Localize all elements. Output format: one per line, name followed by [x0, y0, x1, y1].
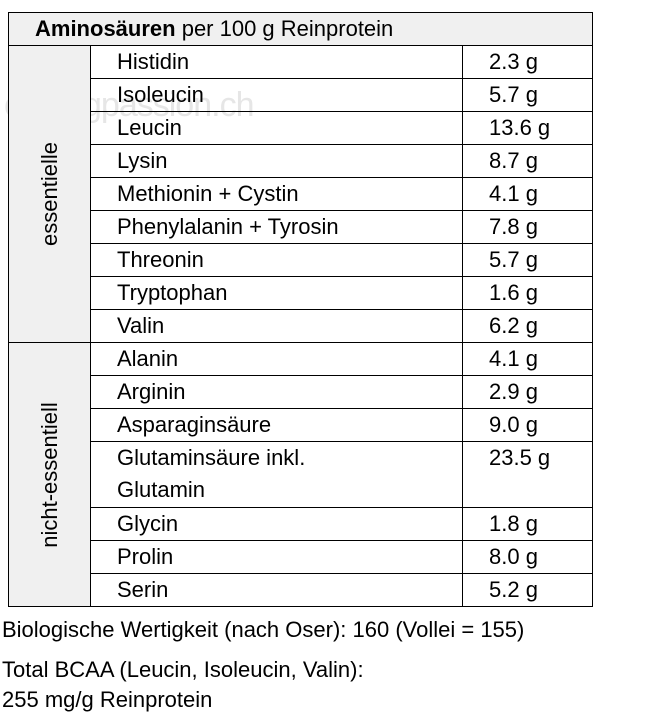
bcaa-note-line2: 255 mg/g Reinprotein — [2, 687, 213, 712]
group-nonessential: nicht-essentiell — [8, 342, 91, 607]
table-header-row: Aminosäuren per 100 g Reinprotein — [7, 12, 594, 46]
group-essential: essentielle — [8, 45, 91, 343]
amino-value: 6.2 g — [461, 309, 594, 343]
amino-name: Threonin — [90, 243, 463, 277]
amino-name: Leucin — [90, 111, 463, 145]
amino-name: Prolin — [90, 540, 463, 574]
table-row: Leucin 13.6 g — [9, 111, 594, 145]
table-row: nicht-essentiell Alanin 4.1 g — [8, 342, 594, 607]
amino-name: Alanin — [90, 342, 463, 376]
table-row: Serin 5.2 g — [9, 573, 594, 607]
amino-value: 2.9 g — [461, 375, 594, 409]
table-row: Prolin 8.0 g — [9, 540, 594, 574]
amino-value: 1.8 g — [461, 507, 594, 541]
amino-value: 7.8 g — [461, 210, 594, 244]
amino-name: Isoleucin — [90, 78, 463, 112]
amino-name: Glutaminsäure inkl. Glutamin — [90, 441, 463, 508]
amino-acid-table: Aminosäuren per 100 g Reinprotein essent… — [7, 12, 594, 607]
table-row: Threonin 5.7 g — [9, 243, 594, 277]
amino-name: Methionin + Cystin — [90, 177, 463, 211]
amino-name: Tryptophan — [90, 276, 463, 310]
amino-name: Asparaginsäure — [90, 408, 463, 442]
amino-name: Arginin — [90, 375, 463, 409]
amino-value: 4.1 g — [461, 342, 594, 376]
amino-value: 5.7 g — [461, 243, 594, 277]
table-row: Tryptophan 1.6 g — [9, 276, 594, 310]
table-row: Asparaginsäure 9.0 g — [9, 408, 594, 442]
amino-name: Phenylalanin + Tyrosin — [90, 210, 463, 244]
table-row: Glycin 1.8 g — [9, 507, 594, 541]
table-row: Glutaminsäure inkl. Glutamin 23.5 g — [9, 441, 594, 508]
biological-value-note: Biologische Wertigkeit (nach Oser): 160 … — [2, 617, 525, 642]
amino-value: 5.2 g — [461, 573, 594, 607]
amino-value: 23.5 g — [461, 441, 594, 508]
amino-value: 5.7 g — [461, 78, 594, 112]
group-label-essential: essentielle — [36, 142, 62, 246]
table-row: Isoleucin 5.7 g — [9, 78, 594, 112]
table-row: Methionin + Cystin 4.1 g — [9, 177, 594, 211]
group-label-nonessential: nicht-essentiell — [36, 401, 62, 548]
amino-value: 4.1 g — [461, 177, 594, 211]
amino-name-line2: Glutamin — [117, 477, 206, 502]
amino-name: Glycin — [90, 507, 463, 541]
amino-value: 2.3 g — [461, 45, 594, 79]
table-row: Phenylalanin + Tyrosin 7.8 g — [9, 210, 594, 244]
amino-value: 8.0 g — [461, 540, 594, 574]
amino-value: 13.6 g — [461, 111, 594, 145]
table-row: essentielle Histidin 2.3 g — [8, 45, 594, 343]
amino-name: Lysin — [90, 144, 463, 178]
amino-name: Valin — [90, 309, 463, 343]
amino-value: 9.0 g — [461, 408, 594, 442]
table-title-bold: Aminosäuren — [35, 16, 176, 41]
amino-name: Serin — [90, 573, 463, 607]
table-title: Aminosäuren per 100 g Reinprotein — [7, 12, 594, 46]
table-row: Arginin 2.9 g — [9, 375, 594, 409]
table-title-rest: per 100 g Reinprotein — [175, 16, 394, 41]
amino-value: 1.6 g — [461, 276, 594, 310]
amino-name-line1: Glutaminsäure inkl. — [117, 445, 306, 470]
table-row: Lysin 8.7 g — [9, 144, 594, 178]
amino-value: 8.7 g — [461, 144, 594, 178]
bcaa-note-line1: Total BCAA (Leucin, Isoleucin, Valin): — [2, 657, 364, 682]
amino-name: Histidin — [90, 45, 463, 79]
table-row: Valin 6.2 g — [9, 309, 594, 343]
